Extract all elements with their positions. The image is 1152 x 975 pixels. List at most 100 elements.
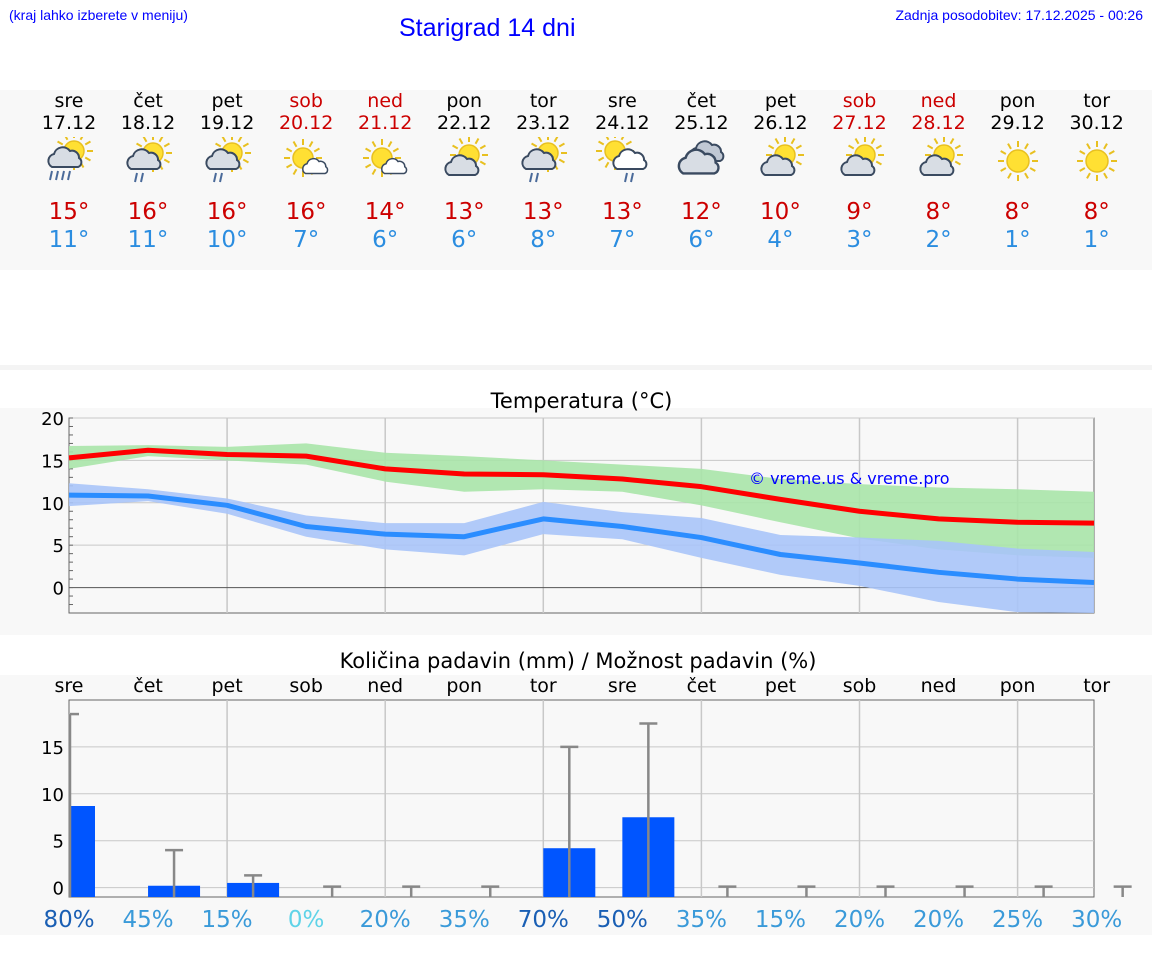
- cloudy-icon: [674, 137, 728, 185]
- precip-probability: 70%: [518, 907, 569, 933]
- min-temp: 11°: [127, 227, 169, 253]
- y-tick-label: 15: [41, 451, 64, 472]
- day-name: pon: [446, 90, 483, 112]
- day-date: 25.12: [674, 112, 729, 134]
- max-temp: 16°: [127, 199, 169, 225]
- min-temp: 1°: [1083, 227, 1110, 253]
- band-max: [69, 443, 1094, 558]
- max-temp: 10°: [760, 199, 801, 225]
- precip-probability: 20%: [913, 907, 964, 933]
- min-temp: 6°: [451, 227, 478, 253]
- precip-probability: 25%: [992, 907, 1043, 933]
- y-tick-label: 0: [53, 579, 64, 600]
- day-name: tor: [1083, 90, 1111, 112]
- precip-probability: 15%: [755, 907, 806, 933]
- chart-title: Temperatura (°C): [490, 389, 673, 413]
- sun-cloud-rain-icon: [516, 134, 570, 185]
- y-tick-label: 20: [41, 409, 64, 430]
- day-date: 19.12: [199, 112, 255, 134]
- max-temp: 14°: [364, 199, 406, 225]
- day-name: tor: [529, 90, 557, 112]
- day-date: 21.12: [357, 112, 413, 134]
- day-name: sre: [607, 90, 637, 112]
- precip-probability: 35%: [676, 907, 727, 933]
- precip-bar: [69, 806, 95, 897]
- day-date: 23.12: [516, 112, 571, 134]
- y-tick-label: 0: [53, 879, 64, 900]
- day-name: sob: [289, 90, 323, 112]
- max-temp: 8°: [1004, 199, 1031, 225]
- x-tick-label: sob: [289, 675, 323, 697]
- x-tick-label: čet: [133, 675, 163, 697]
- precip-probability: 0%: [288, 907, 325, 933]
- day-name: pet: [211, 90, 243, 112]
- day-date: 18.12: [120, 112, 176, 134]
- day-name: pet: [764, 90, 797, 112]
- precip-probability: 30%: [1071, 907, 1122, 933]
- day-name: čet: [686, 90, 717, 112]
- chart-title: Količina padavin (mm) / Možnost padavin …: [340, 649, 817, 673]
- day-name: sob: [842, 90, 877, 112]
- sun-cloud-rain-right-icon: [595, 132, 649, 185]
- min-temp: 11°: [48, 227, 90, 253]
- x-tick-label: ned: [921, 675, 957, 697]
- precip-probability: 50%: [597, 907, 648, 933]
- min-temp: 4°: [767, 227, 794, 253]
- max-temp: 8°: [925, 199, 952, 225]
- x-tick-label: pon: [1000, 675, 1036, 697]
- sun-small-cloud-icon: [279, 137, 333, 185]
- line-min: [68, 492, 1095, 585]
- band-min: [69, 483, 1094, 613]
- day-date: 20.12: [278, 112, 334, 134]
- day-date: 17.12: [41, 112, 97, 134]
- max-temp: 13°: [443, 199, 485, 225]
- min-temp: 8°: [530, 227, 557, 253]
- day-date: 28.12: [911, 112, 966, 134]
- y-tick-label: 10: [41, 494, 64, 515]
- x-tick-label: ned: [367, 675, 403, 697]
- x-tick-label: pet: [211, 675, 242, 697]
- min-temp: 10°: [206, 227, 248, 253]
- precip-probability: 15%: [202, 907, 253, 933]
- day-date: 29.12: [990, 112, 1045, 134]
- max-temp: 13°: [522, 199, 564, 225]
- precip-probability: 20%: [834, 907, 885, 933]
- sun-small-cloud-icon: [358, 137, 412, 185]
- min-temp: 6°: [372, 227, 399, 253]
- max-temp: 16°: [285, 199, 327, 225]
- precip-probability: 80%: [43, 907, 94, 933]
- day-date: 27.12: [832, 112, 887, 134]
- x-tick-label: sob: [843, 675, 877, 697]
- last-update: Zadnja posodobitev: 17.12.2025 - 00:26: [895, 7, 1143, 23]
- sun-cloud-icon: [753, 136, 807, 185]
- max-temp: 13°: [601, 199, 643, 225]
- x-tick-label: tor: [1083, 675, 1110, 697]
- y-tick-label: 10: [41, 785, 64, 806]
- line-max: [68, 447, 1095, 526]
- max-temp: 16°: [206, 199, 248, 225]
- day-name: ned: [367, 90, 404, 112]
- max-temp: 9°: [846, 199, 873, 225]
- day-date: 22.12: [437, 112, 492, 134]
- min-temp: 7°: [609, 227, 636, 253]
- day-name: sre: [54, 90, 84, 112]
- location-hint: (kraj lahko izberete v meniju): [9, 7, 188, 23]
- x-tick-label: pon: [446, 675, 482, 697]
- min-temp: 2°: [925, 227, 952, 253]
- day-name: pon: [999, 90, 1036, 112]
- x-tick-label: sre: [608, 675, 637, 697]
- y-tick-label: 15: [41, 738, 64, 759]
- x-tick-label: pet: [765, 675, 796, 697]
- precip-probability: 20%: [360, 907, 411, 933]
- precip-probability: 35%: [439, 907, 490, 933]
- watermark: © vreme.us & vreme.pro: [749, 469, 950, 488]
- precipitation-chart: Količina padavin (mm) / Možnost padavin …: [41, 649, 1132, 933]
- divider: [0, 365, 1152, 370]
- precip-probability: 45%: [122, 907, 173, 933]
- day-name: čet: [133, 90, 163, 112]
- day-name: ned: [920, 90, 957, 112]
- sun-cloud-heavy-rain-icon: [42, 132, 96, 185]
- min-temp: 6°: [688, 227, 715, 253]
- min-temp: 3°: [846, 227, 873, 253]
- sun-cloud-icon: [437, 136, 491, 185]
